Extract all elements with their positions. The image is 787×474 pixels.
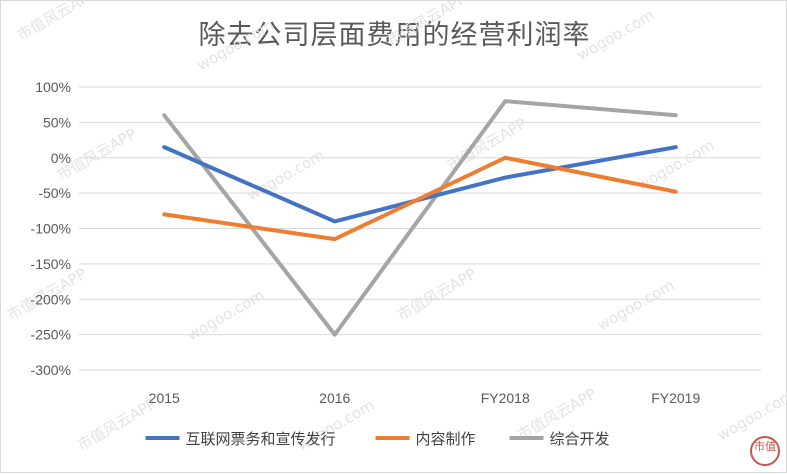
x-tick-label: 2016	[319, 390, 350, 406]
chart-title: 除去公司层面费用的经营利润率	[198, 20, 591, 51]
y-tick-label: -250%	[31, 327, 71, 343]
watermark-text: wogoo.com	[714, 386, 787, 445]
x-tick-label: FY2018	[481, 390, 530, 406]
watermark-text: wogoo.com	[574, 6, 657, 65]
x-tick-label: FY2019	[651, 390, 700, 406]
watermark-text: 市值风云APP	[74, 395, 160, 455]
watermark-text: wogoo.com	[184, 286, 267, 345]
y-tick-label: -100%	[31, 221, 71, 237]
y-tick-label: 50%	[43, 114, 71, 130]
watermark-text: 市值风云APP	[384, 1, 470, 49]
watermark-seal: 市值	[750, 436, 780, 466]
series-line	[162, 155, 678, 242]
watermark-text: 市值风云APP	[14, 1, 100, 44]
y-tick-label: -50%	[38, 185, 71, 201]
watermark-text: wogoo.com	[594, 276, 677, 335]
y-tick-label: -200%	[31, 291, 71, 307]
y-tick-label: -300%	[31, 362, 71, 378]
watermark-text: wogoo.com	[244, 146, 327, 205]
y-tick-label: 100%	[35, 79, 71, 95]
legend-label: 内容制作	[416, 430, 476, 448]
series-line	[162, 145, 678, 224]
watermark-text: 市值风云APP	[394, 265, 480, 325]
watermark-text: wogoo.com	[194, 16, 277, 75]
y-tick-label: 0%	[51, 150, 71, 166]
y-tick-label: -150%	[31, 256, 71, 272]
legend-label: 综合开发	[550, 430, 610, 448]
x-tick-label: 2015	[149, 390, 180, 406]
legend-label: 互联网票务和宣传发行	[186, 430, 336, 448]
